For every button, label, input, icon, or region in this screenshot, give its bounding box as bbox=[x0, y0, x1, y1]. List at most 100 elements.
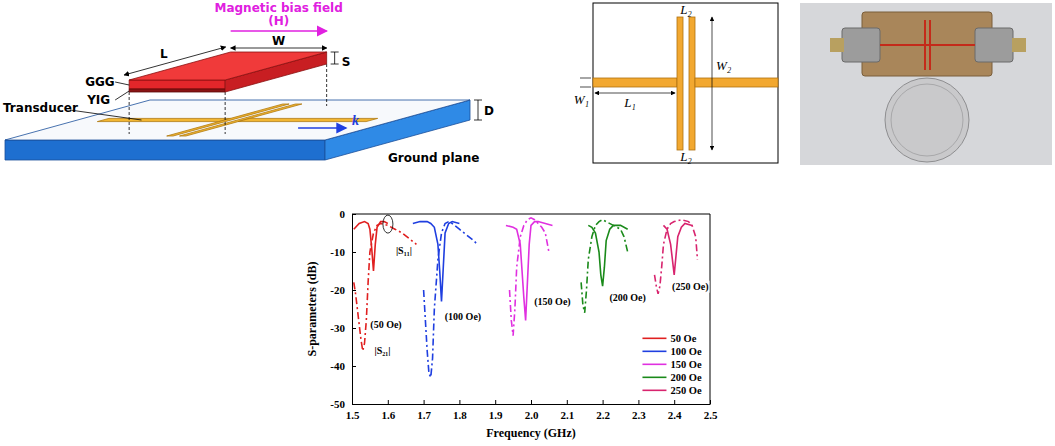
x-axis-line bbox=[353, 404, 711, 405]
x-tick-label: 1.8 bbox=[453, 409, 467, 421]
y-tick-mark bbox=[352, 252, 356, 253]
layout-frame bbox=[593, 3, 778, 163]
annotation-text: (250 Oe) bbox=[672, 281, 708, 293]
x-tick-mark bbox=[710, 400, 711, 404]
legend-label: 150 Oe bbox=[670, 359, 702, 370]
x-tick-label: 2.1 bbox=[560, 409, 574, 421]
dimension-s bbox=[331, 64, 339, 65]
legend-swatch bbox=[642, 338, 666, 340]
x-tick-label: 1.7 bbox=[417, 409, 431, 421]
transducer-feed bbox=[97, 118, 230, 121]
dimension-s bbox=[331, 52, 339, 53]
leader bbox=[70, 110, 142, 120]
annotation: (50 Oe) bbox=[369, 319, 402, 331]
plot-frame bbox=[352, 214, 710, 215]
x-axis-title: Frequency (GHz) bbox=[486, 426, 575, 440]
connector bbox=[842, 28, 880, 62]
ggg-front bbox=[129, 80, 225, 89]
projection-line bbox=[225, 92, 226, 134]
y-axis-title: S-parameters (dB) bbox=[305, 262, 319, 357]
y-tick: -10 bbox=[330, 246, 356, 258]
legend-swatch bbox=[642, 364, 666, 366]
film-top bbox=[129, 52, 327, 80]
annotation-text: (50 Oe) bbox=[370, 319, 401, 331]
y-axis: -50-40-30-20-100 bbox=[330, 208, 356, 410]
x-tick: 1.9 bbox=[489, 400, 503, 421]
annotation-patch bbox=[369, 319, 402, 331]
annotation: (200 Oe) bbox=[608, 292, 646, 304]
x-tick-mark bbox=[424, 400, 425, 404]
resonator-strip bbox=[689, 17, 695, 150]
x-tick-mark bbox=[495, 400, 496, 404]
feed-line bbox=[593, 78, 677, 87]
x-tick-mark bbox=[674, 400, 675, 404]
x-tick-mark bbox=[603, 400, 604, 404]
x-tick-mark bbox=[567, 400, 568, 404]
dimension-l1 bbox=[595, 93, 675, 94]
x-tick-label: 2.0 bbox=[525, 409, 539, 421]
y-axis-line bbox=[352, 215, 353, 405]
legend-swatch bbox=[642, 377, 666, 379]
leader bbox=[115, 82, 129, 85]
y-tick-mark bbox=[352, 404, 356, 405]
y-tick-mark bbox=[352, 328, 356, 329]
label: L bbox=[160, 47, 168, 61]
figure: Magnetic bias field(H)WLSGGGYIGTransduce… bbox=[0, 0, 1055, 446]
y-tick: -40 bbox=[330, 360, 356, 372]
schematic: Magnetic bias field(H)WLSGGGYIGTransduce… bbox=[3, 1, 494, 165]
x-tick: 2.2 bbox=[596, 400, 610, 421]
sma-pin bbox=[830, 38, 844, 52]
annotation-text: (100 Oe) bbox=[445, 311, 481, 323]
series-line bbox=[354, 222, 388, 271]
leader bbox=[115, 91, 129, 100]
label: L₂ bbox=[679, 2, 692, 17]
label: S bbox=[342, 55, 351, 69]
series-line bbox=[663, 224, 692, 275]
label: k bbox=[352, 113, 359, 128]
dimension-w1 bbox=[580, 78, 591, 79]
annotation-patch bbox=[373, 345, 391, 356]
annotation-text: |S₁₁| bbox=[396, 245, 412, 256]
label: W₁ bbox=[574, 92, 589, 107]
annotation-text: |S₂₁| bbox=[374, 345, 390, 356]
dimension-s bbox=[334, 52, 335, 64]
dimension-w1 bbox=[580, 87, 591, 88]
annotation-patch bbox=[671, 281, 709, 293]
legend-label: 50 Oe bbox=[670, 333, 696, 344]
dimension-d bbox=[478, 100, 479, 120]
bias-arrow bbox=[231, 30, 327, 32]
legend-label: 200 Oe bbox=[670, 372, 702, 383]
pcb bbox=[862, 12, 992, 76]
x-tick: 1.8 bbox=[453, 400, 467, 421]
y-tick-mark bbox=[352, 366, 356, 367]
legend-swatch bbox=[642, 351, 666, 353]
plot-frame bbox=[710, 214, 711, 404]
y-tick-mark bbox=[352, 290, 356, 291]
x-tick-label: 2.5 bbox=[704, 409, 718, 421]
x-tick: 2.4 bbox=[668, 400, 682, 421]
annotation-text: (150 Oe) bbox=[534, 296, 570, 308]
legend-label: 250 Oe bbox=[670, 385, 702, 396]
y-tick: 0 bbox=[340, 208, 357, 220]
x-tick-mark bbox=[531, 400, 532, 404]
x-tick-mark bbox=[638, 400, 639, 404]
x-tick: 1.6 bbox=[381, 400, 395, 421]
yig-front bbox=[129, 89, 225, 92]
annotation: (100 Oe) bbox=[444, 311, 482, 323]
annotation-text: (200 Oe) bbox=[609, 292, 645, 304]
annotations: |S₁₁| (50 Oe) |S₂₁| (100 Oe) (150 Oe) (200 Oe… bbox=[369, 215, 709, 356]
x-tick-label: 1.6 bbox=[381, 409, 395, 421]
chart: 1.51.61.71.81.92.02.12.22.32.42.5-50-40-… bbox=[305, 208, 718, 440]
legend-label: 100 Oe bbox=[670, 346, 702, 357]
y-tick-label: -20 bbox=[330, 284, 345, 296]
x-tick-label: 1.9 bbox=[489, 409, 503, 421]
y-tick-label: 0 bbox=[340, 208, 346, 220]
label: Transducer bbox=[3, 101, 78, 115]
coin bbox=[885, 78, 969, 162]
annotation-patch bbox=[533, 296, 571, 308]
series-line bbox=[354, 224, 417, 351]
label: L₁ bbox=[623, 95, 636, 110]
label: (H) bbox=[268, 14, 289, 28]
annotation-patch bbox=[395, 245, 413, 256]
photo-background bbox=[800, 3, 1052, 165]
